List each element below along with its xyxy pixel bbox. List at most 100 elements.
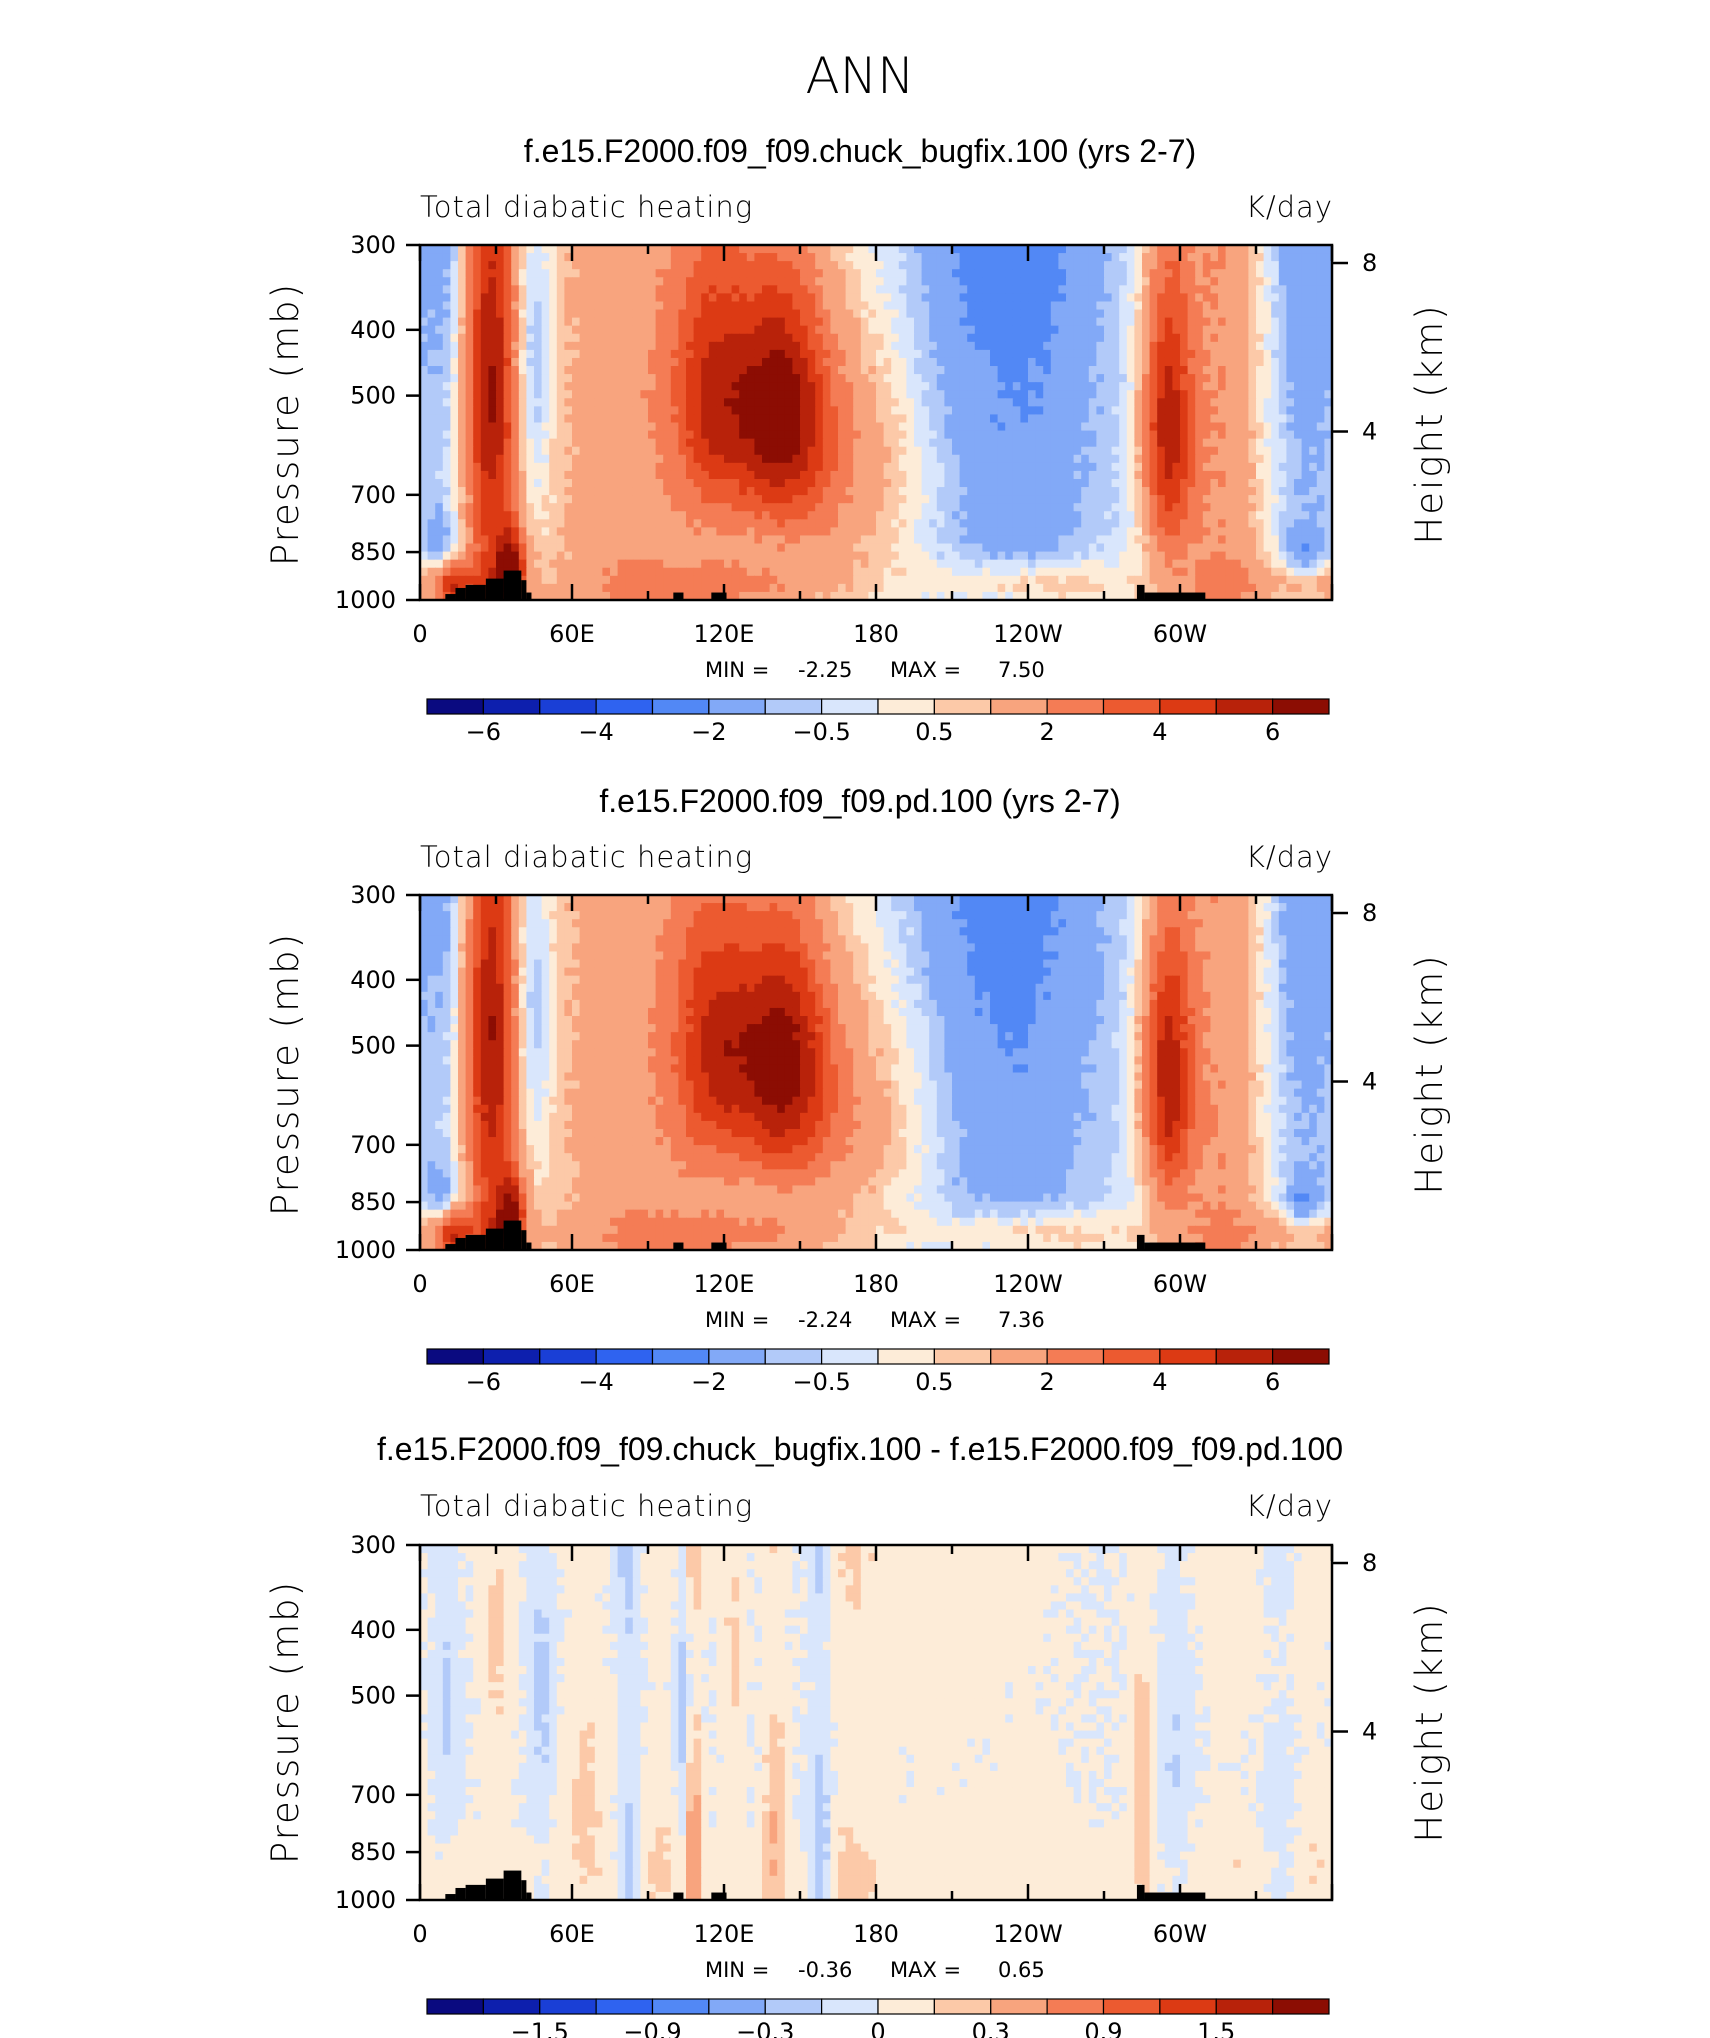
field-cell	[898, 398, 907, 407]
field-cell	[792, 487, 801, 496]
field-cell	[838, 325, 847, 335]
field-cell	[617, 511, 626, 520]
field-cell	[1028, 535, 1037, 545]
field-cell	[822, 277, 831, 286]
field-cell	[602, 349, 611, 359]
field-cell	[670, 559, 679, 569]
field-cell	[1180, 390, 1189, 399]
field-cell	[632, 301, 641, 311]
field-cell	[1043, 253, 1052, 262]
field-cell	[1081, 559, 1090, 569]
field-cell	[762, 470, 771, 480]
field-cell	[1271, 487, 1280, 496]
field-cell	[503, 261, 512, 270]
field-cell	[541, 543, 550, 553]
field-cell	[921, 422, 930, 432]
field-cell	[929, 519, 938, 528]
field-cell	[1126, 454, 1135, 464]
field-cell	[1286, 487, 1295, 496]
field-cell	[716, 301, 725, 311]
field-cell	[594, 390, 603, 399]
field-cell	[1248, 503, 1257, 512]
field-cell	[997, 406, 1006, 416]
field-cell	[762, 503, 771, 512]
field-cell	[936, 253, 945, 262]
field-cell	[534, 277, 543, 286]
field-cell	[556, 438, 565, 448]
field-cell	[1271, 422, 1280, 432]
field-cell	[914, 366, 923, 375]
field-cell	[891, 261, 900, 270]
field-cell	[997, 269, 1006, 278]
field-cell	[868, 301, 877, 311]
field-cell	[1210, 414, 1219, 424]
field-cell	[936, 503, 945, 512]
field-cell	[746, 575, 755, 585]
field-cell	[822, 253, 831, 262]
field-cell	[1104, 245, 1113, 254]
field-cell	[739, 406, 748, 416]
field-cell	[564, 535, 573, 545]
field-cell	[792, 349, 801, 359]
field-cell	[784, 551, 793, 561]
field-cell	[1324, 519, 1333, 528]
field-cell	[1058, 357, 1067, 367]
field-cell	[959, 454, 968, 464]
field-cell	[511, 559, 520, 569]
field-cell	[1088, 245, 1097, 254]
field-cell	[974, 366, 983, 375]
field-cell	[427, 269, 436, 278]
field-cell	[1028, 527, 1037, 537]
field-cell	[974, 422, 983, 432]
field-cell	[974, 414, 983, 424]
field-cell	[427, 406, 436, 416]
field-cell	[1020, 414, 1029, 424]
field-cell	[1202, 301, 1211, 311]
field-cell	[564, 470, 573, 480]
field-cell	[845, 357, 854, 367]
field-cell	[822, 575, 831, 585]
field-cell	[746, 422, 755, 432]
field-cell	[640, 446, 649, 456]
field-cell	[1180, 317, 1189, 327]
field-cell	[1256, 341, 1265, 351]
field-cell	[526, 357, 535, 367]
field-cell	[830, 575, 839, 585]
field-cell	[845, 470, 854, 480]
field-cell	[822, 503, 831, 512]
field-cell	[800, 511, 809, 520]
field-cell	[1309, 341, 1318, 351]
field-cell	[663, 454, 672, 464]
field-cell	[564, 285, 573, 295]
field-cell	[1012, 511, 1021, 520]
field-cell	[1081, 285, 1090, 295]
field-cell	[1020, 527, 1029, 537]
field-cell	[777, 301, 786, 311]
field-cell	[1111, 462, 1120, 472]
field-cell	[1172, 301, 1181, 311]
field-cell	[442, 317, 451, 327]
field-cell	[739, 269, 748, 278]
field-cell	[921, 277, 930, 286]
field-cell	[997, 543, 1006, 553]
field-cell	[792, 293, 801, 303]
field-cell	[496, 277, 505, 286]
field-cell	[503, 462, 512, 472]
field-cell	[1111, 511, 1120, 520]
field-cell	[914, 253, 923, 262]
field-cell	[1195, 317, 1204, 327]
field-cell	[435, 519, 444, 528]
field-cell	[731, 382, 740, 391]
field-cell	[769, 357, 778, 367]
field-cell	[929, 301, 938, 311]
field-cell	[815, 245, 824, 254]
field-cell	[800, 309, 809, 319]
field-cell	[746, 519, 755, 528]
field-cell	[587, 422, 596, 432]
field-cell	[587, 253, 596, 262]
field-cell	[435, 341, 444, 351]
field-cell	[518, 454, 527, 464]
field-cell	[648, 551, 657, 561]
field-cell	[1218, 446, 1227, 456]
field-cell	[427, 398, 436, 407]
